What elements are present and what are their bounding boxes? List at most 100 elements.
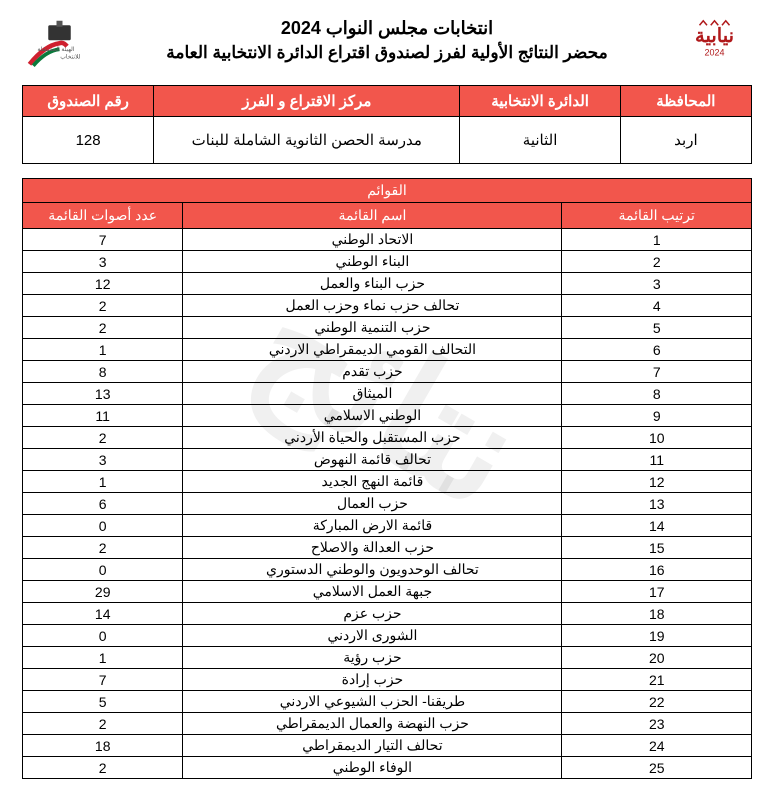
cell-rank: 16 [562, 559, 752, 581]
cell-district: الثانية [460, 117, 620, 164]
th-rank: ترتيب القائمة [562, 203, 752, 229]
cell-list-name: حزب العدالة والاصلاح [183, 537, 562, 559]
svg-text:الهيئة المستقلة: الهيئة المستقلة [37, 46, 74, 53]
cell-votes: 3 [23, 251, 183, 273]
cell-rank: 3 [562, 273, 752, 295]
cell-rank: 13 [562, 493, 752, 515]
cell-votes: 2 [23, 713, 183, 735]
cell-list-name: تحالف قائمة النهوض [183, 449, 562, 471]
logo-right: نيابية 2024 [677, 18, 752, 73]
table-row: 5حزب التنمية الوطني2 [23, 317, 752, 339]
cell-governorate: اربد [620, 117, 751, 164]
cell-votes: 2 [23, 317, 183, 339]
cell-list-name: الشورى الاردني [183, 625, 562, 647]
cell-votes: 8 [23, 361, 183, 383]
table-row: 20حزب رؤية1 [23, 647, 752, 669]
cell-votes: 2 [23, 295, 183, 317]
table-row: 14قائمة الارض المباركة0 [23, 515, 752, 537]
table-row: 21حزب إرادة7 [23, 669, 752, 691]
th-center: مركز الاقتراع و الفرز [154, 86, 460, 117]
cell-rank: 22 [562, 691, 752, 713]
lists-table: القوائم ترتيب القائمة اسم القائمة عدد أص… [22, 178, 752, 779]
cell-list-name: حزب التنمية الوطني [183, 317, 562, 339]
svg-text:نيابية: نيابية [695, 25, 734, 47]
cell-votes: 2 [23, 427, 183, 449]
table-row: 18حزب عزم14 [23, 603, 752, 625]
cell-votes: 7 [23, 669, 183, 691]
cell-votes: 7 [23, 229, 183, 251]
cell-rank: 24 [562, 735, 752, 757]
table-row: 13حزب العمال6 [23, 493, 752, 515]
cell-center: مدرسة الحصن الثانوية الشاملة للبنات [154, 117, 460, 164]
cell-rank: 19 [562, 625, 752, 647]
cell-votes: 29 [23, 581, 183, 603]
cell-rank: 10 [562, 427, 752, 449]
table-row: 24تحالف التيار الديمقراطي18 [23, 735, 752, 757]
cell-rank: 18 [562, 603, 752, 625]
sub-title: محضر النتائج الأولية لفرز لصندوق اقتراع … [97, 43, 677, 63]
cell-votes: 0 [23, 515, 183, 537]
cell-votes: 18 [23, 735, 183, 757]
cell-list-name: تحالف حزب نماء وحزب العمل [183, 295, 562, 317]
cell-box: 128 [23, 117, 154, 164]
cell-votes: 2 [23, 537, 183, 559]
svg-text:2024: 2024 [704, 47, 724, 57]
cell-list-name: حزب المستقبل والحياة الأردني [183, 427, 562, 449]
th-box: رقم الصندوق [23, 86, 154, 117]
cell-rank: 12 [562, 471, 752, 493]
cell-list-name: حزب تقدم [183, 361, 562, 383]
cell-list-name: تحالف التيار الديمقراطي [183, 735, 562, 757]
cell-rank: 14 [562, 515, 752, 537]
cell-list-name: حزب العمال [183, 493, 562, 515]
cell-list-name: قائمة الارض المباركة [183, 515, 562, 537]
cell-votes: 5 [23, 691, 183, 713]
cell-votes: 6 [23, 493, 183, 515]
cell-list-name: قائمة النهج الجديد [183, 471, 562, 493]
th-name: اسم القائمة [183, 203, 562, 229]
table-row: 6التحالف القومي الديمقراطي الاردني1 [23, 339, 752, 361]
table-row: 17جبهة العمل الاسلامي29 [23, 581, 752, 603]
table-row: 15حزب العدالة والاصلاح2 [23, 537, 752, 559]
table-row: 11تحالف قائمة النهوض3 [23, 449, 752, 471]
cell-rank: 20 [562, 647, 752, 669]
cell-votes: 1 [23, 471, 183, 493]
th-governorate: المحافظة [620, 86, 751, 117]
cell-list-name: حزب عزم [183, 603, 562, 625]
cell-rank: 17 [562, 581, 752, 603]
th-district: الدائرة الانتخابية [460, 86, 620, 117]
cell-votes: 0 [23, 625, 183, 647]
cell-list-name: تحالف الوحدويون والوطني الدستوري [183, 559, 562, 581]
cell-rank: 1 [562, 229, 752, 251]
cell-list-name: الاتحاد الوطني [183, 229, 562, 251]
info-table: المحافظة الدائرة الانتخابية مركز الاقترا… [22, 85, 752, 164]
table-row: 4تحالف حزب نماء وحزب العمل2 [23, 295, 752, 317]
table-row: 25الوفاء الوطني2 [23, 757, 752, 779]
table-row: 16تحالف الوحدويون والوطني الدستوري0 [23, 559, 752, 581]
table-row: 3حزب البناء والعمل12 [23, 273, 752, 295]
cell-rank: 5 [562, 317, 752, 339]
cell-list-name: حزب رؤية [183, 647, 562, 669]
table-row: 7حزب تقدم8 [23, 361, 752, 383]
cell-votes: 2 [23, 757, 183, 779]
table-row: 22طريقنا- الحزب الشيوعي الاردني5 [23, 691, 752, 713]
table-row: 10حزب المستقبل والحياة الأردني2 [23, 427, 752, 449]
cell-votes: 13 [23, 383, 183, 405]
cell-rank: 6 [562, 339, 752, 361]
cell-rank: 11 [562, 449, 752, 471]
cell-rank: 25 [562, 757, 752, 779]
cell-votes: 0 [23, 559, 183, 581]
table-row: 2البناء الوطني3 [23, 251, 752, 273]
cell-list-name: التحالف القومي الديمقراطي الاردني [183, 339, 562, 361]
cell-votes: 11 [23, 405, 183, 427]
cell-list-name: جبهة العمل الاسلامي [183, 581, 562, 603]
cell-list-name: طريقنا- الحزب الشيوعي الاردني [183, 691, 562, 713]
cell-votes: 12 [23, 273, 183, 295]
cell-rank: 15 [562, 537, 752, 559]
cell-rank: 8 [562, 383, 752, 405]
page-header: نيابية 2024 انتخابات مجلس النواب 2024 مح… [22, 18, 752, 73]
cell-list-name: الوطني الاسلامي [183, 405, 562, 427]
cell-list-name: حزب النهضة والعمال الديمقراطي [183, 713, 562, 735]
cell-rank: 9 [562, 405, 752, 427]
cell-list-name: البناء الوطني [183, 251, 562, 273]
main-title: انتخابات مجلس النواب 2024 [97, 18, 677, 39]
